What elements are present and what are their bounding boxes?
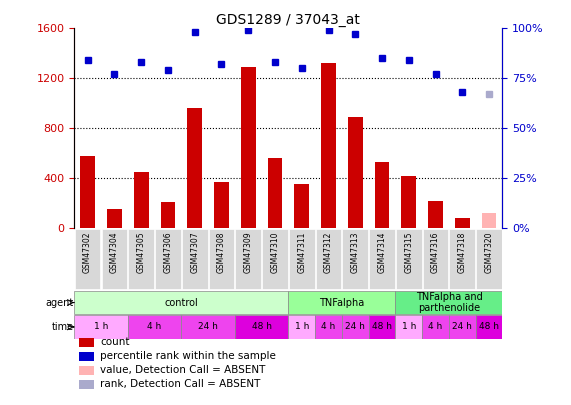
FancyBboxPatch shape	[79, 338, 94, 347]
Text: 4 h: 4 h	[428, 322, 443, 331]
Bar	[321, 63, 336, 228]
FancyBboxPatch shape	[79, 352, 94, 361]
Text: 4 h: 4 h	[147, 322, 162, 331]
Text: GSM47307: GSM47307	[190, 231, 199, 273]
Text: GSM47304: GSM47304	[110, 231, 119, 273]
FancyBboxPatch shape	[395, 291, 502, 314]
Bar	[134, 172, 148, 228]
FancyBboxPatch shape	[155, 229, 181, 289]
Bar	[482, 213, 496, 228]
FancyBboxPatch shape	[289, 229, 315, 289]
FancyBboxPatch shape	[74, 291, 288, 314]
Bar	[160, 202, 175, 228]
FancyBboxPatch shape	[449, 229, 475, 289]
FancyBboxPatch shape	[128, 315, 182, 339]
Title: GDS1289 / 37043_at: GDS1289 / 37043_at	[216, 13, 360, 27]
Text: 48 h: 48 h	[479, 322, 499, 331]
Text: percentile rank within the sample: percentile rank within the sample	[100, 351, 276, 361]
Text: GSM47320: GSM47320	[485, 231, 493, 273]
Text: GSM47316: GSM47316	[431, 231, 440, 273]
FancyBboxPatch shape	[288, 315, 315, 339]
Text: 1 h: 1 h	[401, 322, 416, 331]
FancyBboxPatch shape	[79, 366, 94, 375]
FancyBboxPatch shape	[423, 229, 448, 289]
FancyBboxPatch shape	[369, 315, 395, 339]
Text: GSM47306: GSM47306	[163, 231, 172, 273]
FancyBboxPatch shape	[396, 229, 421, 289]
FancyBboxPatch shape	[182, 229, 207, 289]
Bar	[375, 162, 389, 228]
Text: GSM47305: GSM47305	[136, 231, 146, 273]
FancyBboxPatch shape	[342, 315, 369, 339]
Text: GSM47312: GSM47312	[324, 231, 333, 273]
FancyBboxPatch shape	[102, 229, 127, 289]
FancyBboxPatch shape	[128, 229, 154, 289]
Bar	[455, 218, 470, 228]
Bar	[107, 209, 122, 228]
Text: TNFalpha and
parthenolide: TNFalpha and parthenolide	[416, 292, 482, 313]
FancyBboxPatch shape	[449, 315, 476, 339]
Text: rank, Detection Call = ABSENT: rank, Detection Call = ABSENT	[100, 379, 260, 389]
FancyBboxPatch shape	[262, 229, 288, 289]
FancyBboxPatch shape	[476, 229, 502, 289]
Bar	[401, 176, 416, 228]
FancyBboxPatch shape	[208, 229, 234, 289]
FancyBboxPatch shape	[395, 315, 422, 339]
Bar	[241, 67, 256, 228]
Text: 48 h: 48 h	[372, 322, 392, 331]
Bar	[295, 184, 309, 228]
Bar	[187, 108, 202, 228]
Text: GSM47310: GSM47310	[271, 231, 279, 273]
FancyBboxPatch shape	[422, 315, 449, 339]
Text: GSM47318: GSM47318	[458, 231, 467, 273]
Text: GSM47314: GSM47314	[377, 231, 387, 273]
FancyBboxPatch shape	[288, 291, 395, 314]
Bar	[428, 201, 443, 228]
Text: 1 h: 1 h	[94, 322, 108, 331]
Text: value, Detection Call = ABSENT: value, Detection Call = ABSENT	[100, 365, 266, 375]
FancyBboxPatch shape	[235, 315, 288, 339]
Text: GSM47315: GSM47315	[404, 231, 413, 273]
Text: 4 h: 4 h	[321, 322, 336, 331]
Text: GSM47302: GSM47302	[83, 231, 92, 273]
Text: GSM47313: GSM47313	[351, 231, 360, 273]
FancyBboxPatch shape	[316, 229, 341, 289]
FancyBboxPatch shape	[235, 229, 261, 289]
Text: TNFalpha: TNFalpha	[319, 298, 364, 307]
Bar	[214, 182, 229, 228]
FancyBboxPatch shape	[476, 315, 502, 339]
Text: 24 h: 24 h	[452, 322, 472, 331]
Text: GSM47308: GSM47308	[217, 231, 226, 273]
Text: time: time	[51, 322, 74, 332]
FancyBboxPatch shape	[315, 315, 342, 339]
Text: 1 h: 1 h	[295, 322, 309, 331]
FancyBboxPatch shape	[369, 229, 395, 289]
Text: GSM47311: GSM47311	[297, 231, 306, 273]
Text: agent: agent	[46, 298, 74, 307]
Text: count: count	[100, 337, 130, 347]
Text: GSM47309: GSM47309	[244, 231, 253, 273]
Text: 24 h: 24 h	[345, 322, 365, 331]
Text: 48 h: 48 h	[252, 322, 272, 331]
FancyBboxPatch shape	[182, 315, 235, 339]
Text: control: control	[164, 298, 198, 307]
FancyBboxPatch shape	[79, 379, 94, 389]
FancyBboxPatch shape	[75, 229, 100, 289]
Text: 24 h: 24 h	[198, 322, 218, 331]
Bar	[268, 158, 282, 228]
FancyBboxPatch shape	[74, 315, 128, 339]
Bar	[348, 117, 363, 228]
Bar	[81, 156, 95, 228]
FancyBboxPatch shape	[343, 229, 368, 289]
